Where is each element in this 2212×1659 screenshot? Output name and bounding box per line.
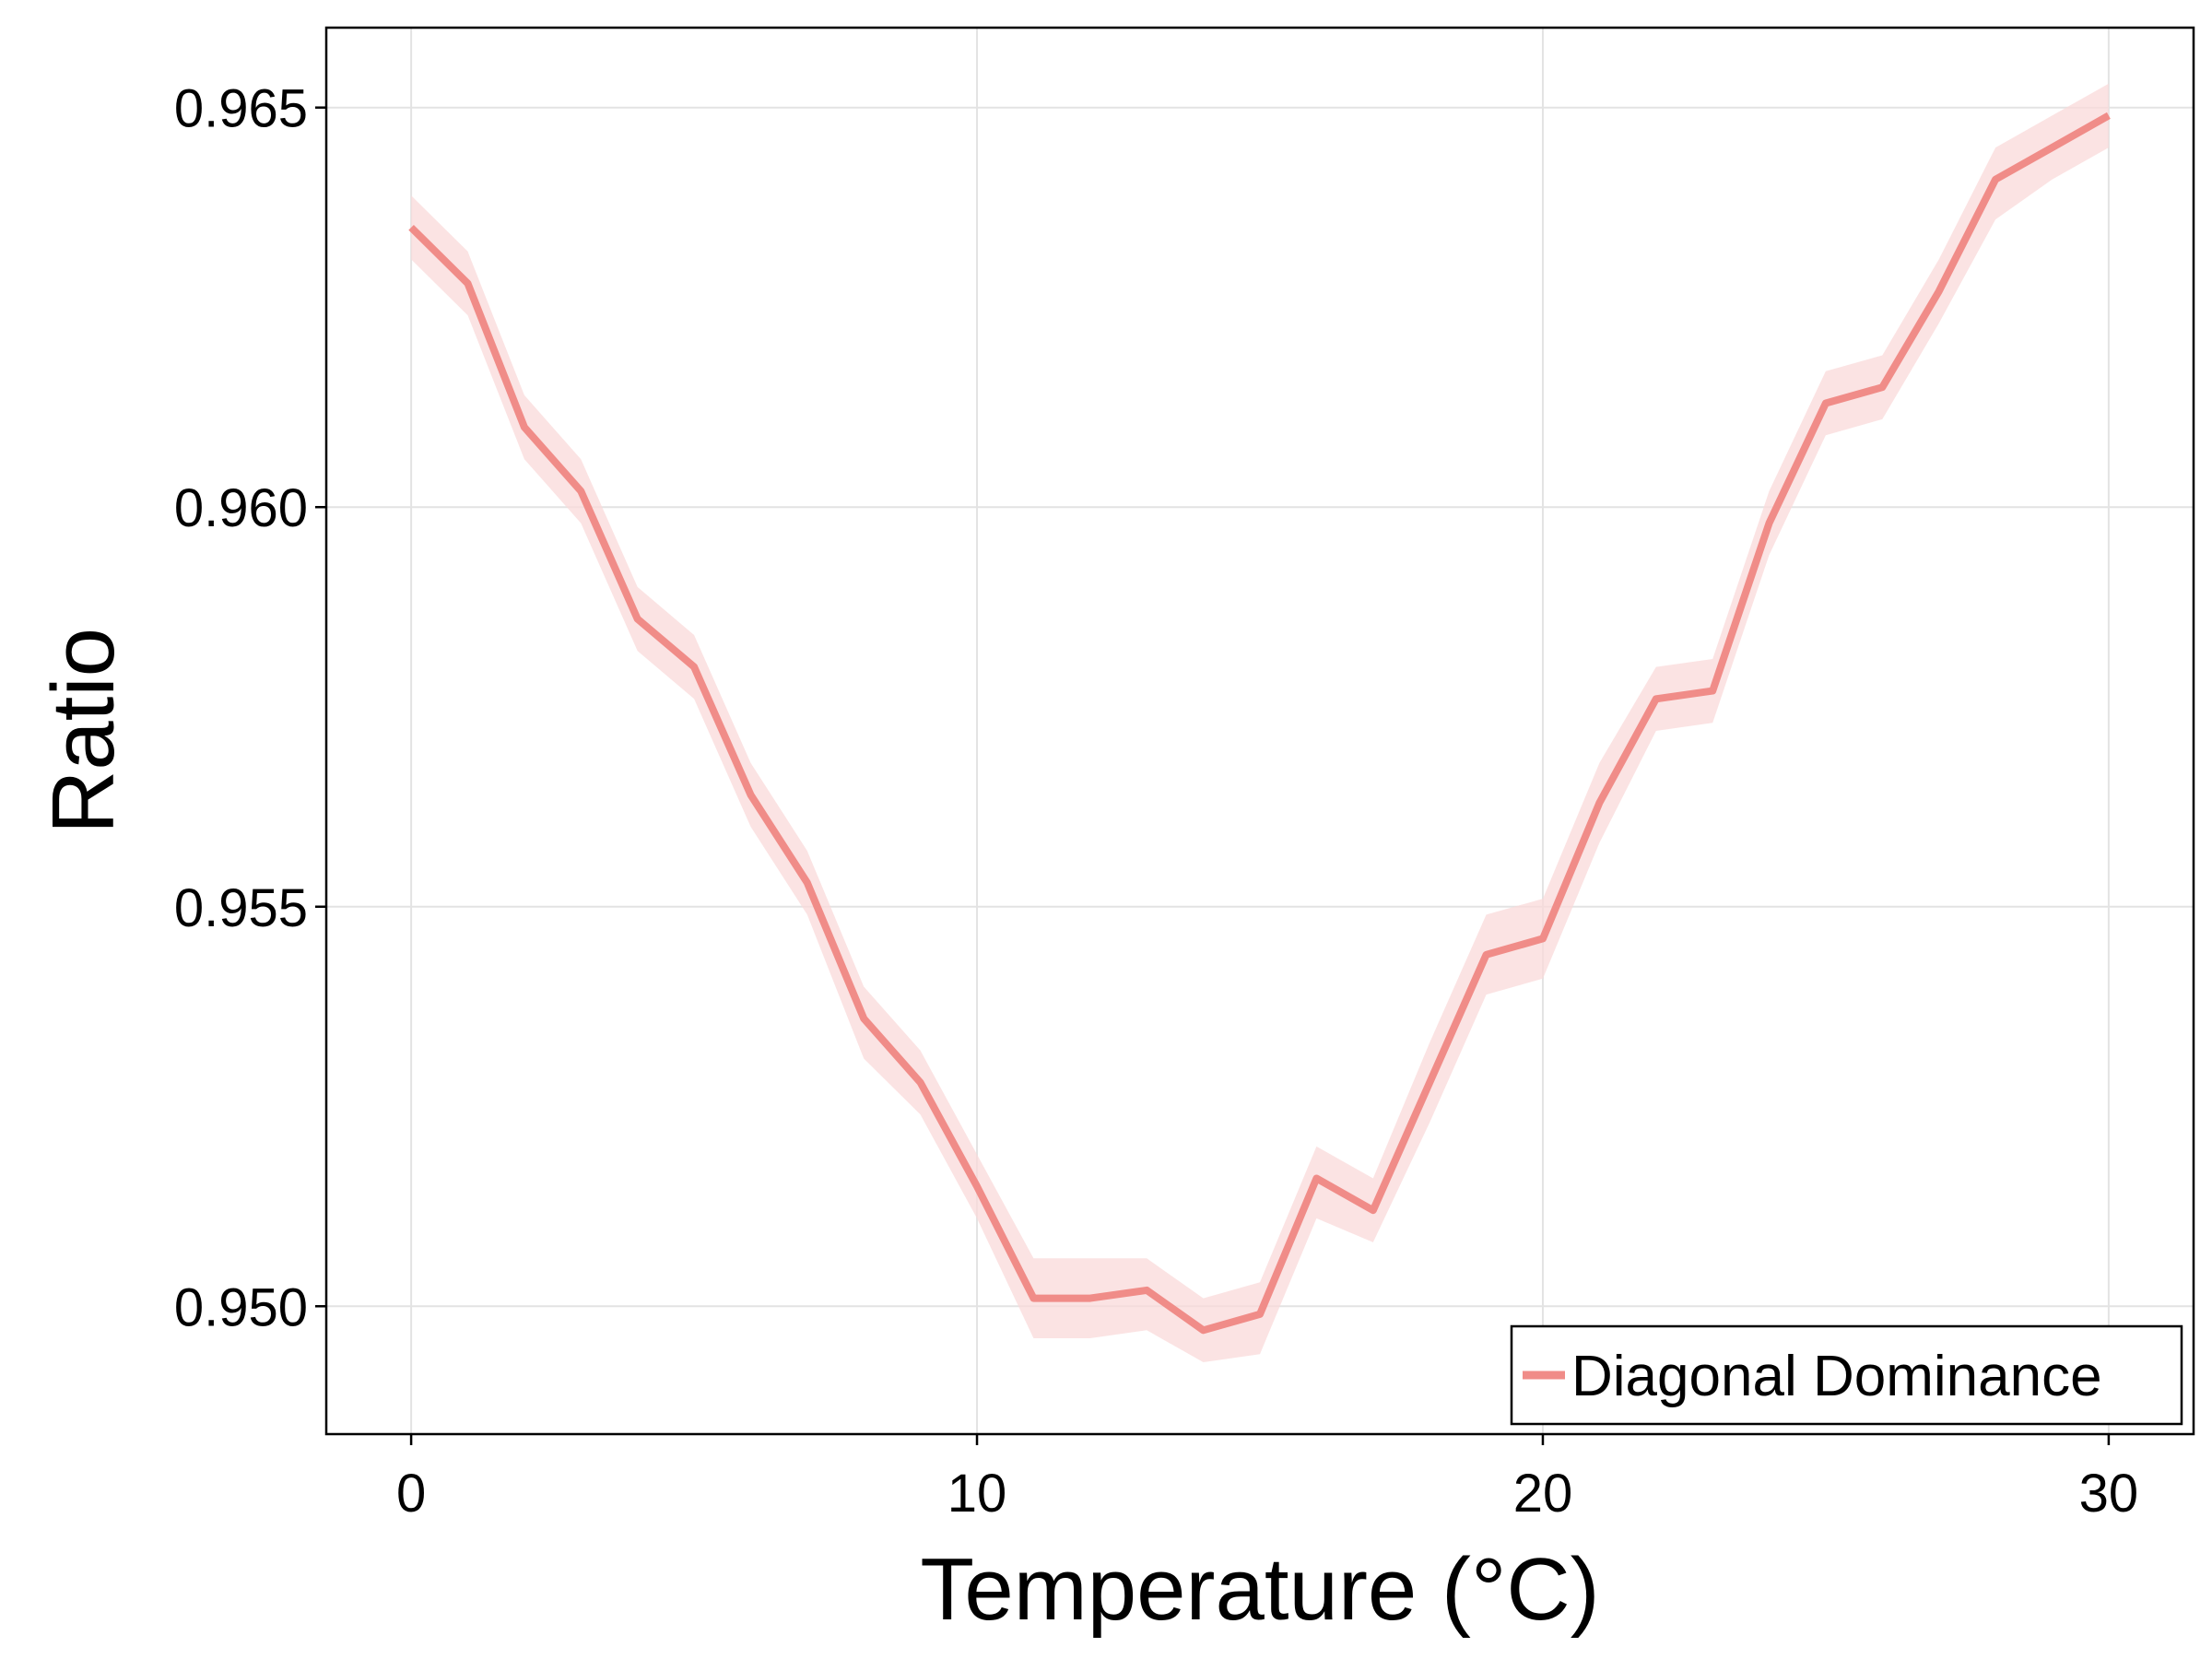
tick-labels: 0 10 20 30 0.950 0.955 0.960 0.965 (174, 79, 2138, 1524)
grid-lines (326, 28, 2194, 1434)
y-tick-label: 0.955 (174, 878, 308, 938)
legend: Diagonal Dominance (1510, 1324, 2183, 1426)
legend-box (1510, 1324, 2183, 1426)
x-tick-label: 20 (1513, 1464, 1573, 1524)
legend-label: Diagonal Dominance (1571, 1345, 2102, 1408)
y-axis-title: Ratio (34, 628, 133, 834)
x-axis-title: Temperature (°C) (920, 1540, 1599, 1639)
x-tick-label: 30 (2079, 1464, 2139, 1524)
x-tick-label: 0 (396, 1464, 426, 1524)
axis-ticks (315, 106, 2111, 1445)
y-tick-label: 0.965 (174, 79, 308, 139)
series-line (408, 112, 2111, 1335)
y-tick-label: 0.950 (174, 1277, 308, 1337)
y-tick-label: 0.960 (174, 478, 308, 538)
plot-frame (324, 26, 2195, 1436)
series-line-layer (408, 112, 2111, 1335)
x-tick-label: 10 (947, 1464, 1007, 1524)
